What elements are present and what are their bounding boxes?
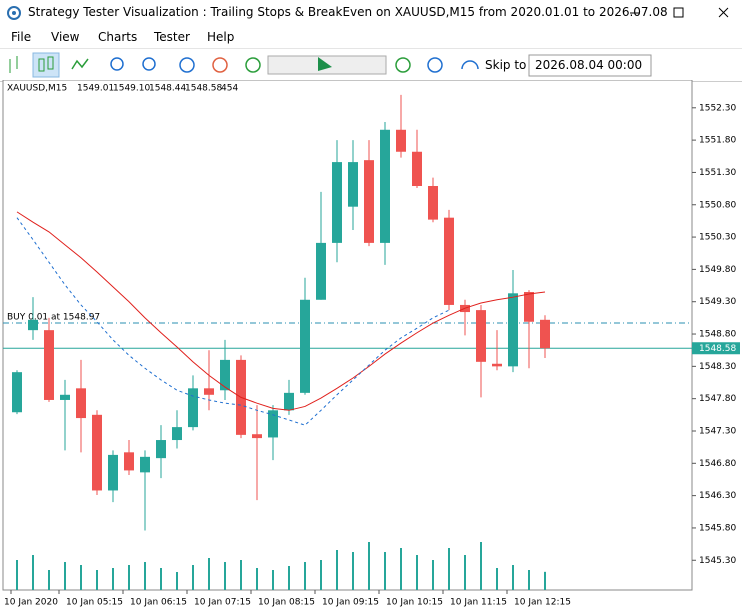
candle-body: [28, 319, 38, 331]
candle-body: [316, 242, 326, 300]
candle-body: [348, 162, 358, 207]
x-tick-label: 10 Jan 11:15: [450, 598, 507, 608]
menu-item[interactable]: Charts: [98, 30, 138, 44]
menu-item[interactable]: Help: [207, 30, 235, 44]
y-tick-label: 1549.80: [699, 265, 736, 275]
candle-body: [92, 414, 102, 491]
current-price-label: 1548.58: [699, 344, 736, 354]
step-button[interactable]: [427, 57, 443, 73]
candle-body: [540, 319, 550, 349]
candle-body: [172, 427, 182, 441]
y-tick-label: 1548.80: [699, 330, 736, 340]
y-tick-label: 1547.30: [699, 426, 736, 436]
y-tick-label: 1547.80: [699, 394, 736, 404]
forward-button[interactable]: [395, 57, 411, 73]
volume-label: 454: [221, 84, 238, 94]
plot-area: [2, 80, 693, 591]
pause-button[interactable]: [179, 57, 195, 73]
y-tick-label: 1550.30: [699, 233, 736, 243]
y-tick-label: 1548.30: [699, 362, 736, 372]
menu-item[interactable]: View: [51, 30, 80, 44]
menu-item[interactable]: File: [11, 30, 32, 44]
order-line-label: BUY 0.01 at 1548.97: [7, 313, 100, 323]
candle-body: [476, 310, 486, 362]
candle-body: [140, 456, 150, 473]
candle-body: [156, 440, 166, 459]
stop-button[interactable]: [212, 57, 228, 73]
candle-body: [300, 299, 310, 393]
title-bar: Strategy Tester Visualization : Trailing…: [0, 0, 742, 26]
ohlc-label: 1549.10: [113, 84, 150, 94]
candle-body: [76, 388, 86, 419]
candle-body: [428, 186, 438, 220]
chart: XAUUSD,M15 1549.011549.101548.441548.5845…: [2, 80, 740, 608]
y-tick-label: 1551.80: [699, 136, 736, 146]
x-tick-label: 10 Jan 08:15: [258, 598, 315, 608]
x-tick-label: 10 Jan 10:15: [386, 598, 443, 608]
candle-body: [124, 452, 134, 471]
candle-button[interactable]: [32, 52, 60, 78]
symbol-label: XAUUSD,M15: [7, 84, 67, 94]
y-tick-label: 1545.80: [699, 523, 736, 533]
candle-body: [396, 129, 406, 152]
candle-body: [524, 292, 534, 322]
candle-body: [412, 151, 422, 187]
candle-body: [364, 160, 374, 243]
candle-body: [492, 363, 502, 367]
candle-body: [60, 394, 70, 400]
x-tick-label: 10 Jan 05:15: [66, 598, 123, 608]
bar-chart-button[interactable]: [9, 56, 18, 73]
y-tick-label: 1545.30: [699, 556, 736, 566]
zoom-in[interactable]: [110, 57, 124, 71]
y-tick-label: 1552.30: [699, 103, 736, 113]
candle-body: [252, 434, 262, 439]
toolbar: Skip to 2026.08.04 00:00: [0, 48, 742, 82]
candle-body: [284, 392, 294, 411]
menu-item[interactable]: Tester: [154, 30, 190, 44]
y-tick-label: 1551.30: [699, 168, 736, 178]
candle-body: [108, 454, 118, 491]
candle-body: [444, 217, 454, 305]
candle-body: [188, 388, 198, 428]
candle-body: [220, 359, 230, 391]
zoom-out[interactable]: [142, 57, 156, 71]
window-controls[interactable]: [622, 0, 742, 26]
candle-body: [380, 129, 390, 243]
x-tick-label: 10 Jan 09:15: [322, 598, 379, 608]
candle-body: [332, 162, 342, 243]
ohlc-label: 1548.44: [149, 84, 186, 94]
ohlc-label: 1548.58: [185, 84, 222, 94]
skip-icon: [461, 60, 479, 70]
x-tick-label: 10 Jan 2020: [4, 598, 58, 608]
candle-body: [12, 372, 22, 413]
candle-body: [44, 330, 54, 400]
skip-label: Skip to: [485, 58, 527, 72]
line-button[interactable]: [71, 58, 89, 70]
rewind-button[interactable]: [245, 57, 261, 73]
y-tick-label: 1549.30: [699, 297, 736, 307]
y-tick-label: 1546.30: [699, 491, 736, 501]
window-title: Strategy Tester Visualization : Trailing…: [28, 5, 668, 19]
x-tick-label: 10 Jan 12:15: [514, 598, 571, 608]
y-tick-label: 1550.80: [699, 200, 736, 210]
skip-date[interactable]: 2026.08.04 00:00: [535, 58, 643, 72]
indicator-line: [16, 211, 546, 411]
toolbar-icons: [9, 52, 652, 78]
x-tick-label: 10 Jan 07:15: [194, 598, 251, 608]
menu-bar: File View Charts Tester Help: [0, 27, 742, 48]
skip-date-box[interactable]: [528, 54, 652, 77]
candle-body: [508, 293, 518, 367]
x-tick-label: 10 Jan 06:15: [130, 598, 187, 608]
candle-body: [268, 410, 278, 438]
app-icon: [7, 6, 21, 20]
indicator-line: [16, 217, 450, 426]
ohlc-label: 1549.01: [77, 84, 114, 94]
candle-body: [204, 388, 214, 395]
current-price-box: [692, 342, 740, 355]
y-tick-label: 1546.80: [699, 459, 736, 469]
